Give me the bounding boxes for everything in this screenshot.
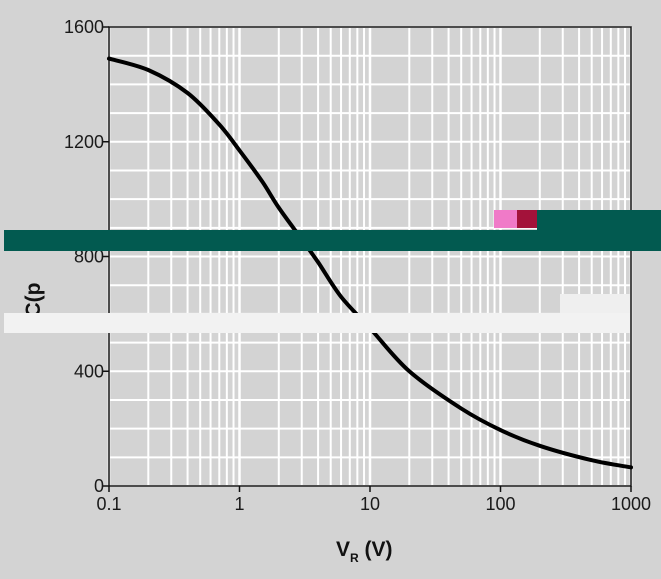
x-axis-title: VR (V) — [336, 538, 393, 565]
y-tick-label: 1200 — [64, 132, 104, 152]
x-tick-label: 1000 — [611, 494, 651, 514]
capacitance-curve — [107, 56, 633, 470]
overlay-mark-pink — [494, 210, 518, 228]
y-tick-label: 400 — [74, 361, 104, 381]
x-tick-label: 1 — [234, 494, 244, 514]
x-tick-label: 100 — [485, 494, 515, 514]
y-tick-label: 800 — [74, 247, 104, 267]
overlay-band-dark-upper — [537, 210, 661, 230]
y-tick-label: 1600 — [64, 17, 104, 37]
overlay-band-light-upper — [560, 294, 630, 313]
x-tick-label: 0.1 — [96, 494, 121, 514]
tick-labels: 0 400 800 1200 1600 0.1 1 10 100 1000 — [64, 17, 651, 514]
overlay-band-light — [4, 313, 630, 333]
y-tick-label: 0 — [94, 476, 104, 496]
x-axis-title-main: V — [336, 538, 350, 561]
x-axis-title-unit: (V) — [359, 538, 393, 561]
y-axis-title: C(p — [22, 283, 45, 318]
svg-text:VR (V): VR (V) — [336, 538, 393, 565]
x-tick-label: 10 — [360, 494, 380, 514]
x-axis-title-subscript: R — [350, 551, 359, 565]
overlay-band-dark — [4, 230, 661, 251]
overlay-mark-red — [517, 210, 537, 228]
tick-marks — [103, 26, 632, 492]
